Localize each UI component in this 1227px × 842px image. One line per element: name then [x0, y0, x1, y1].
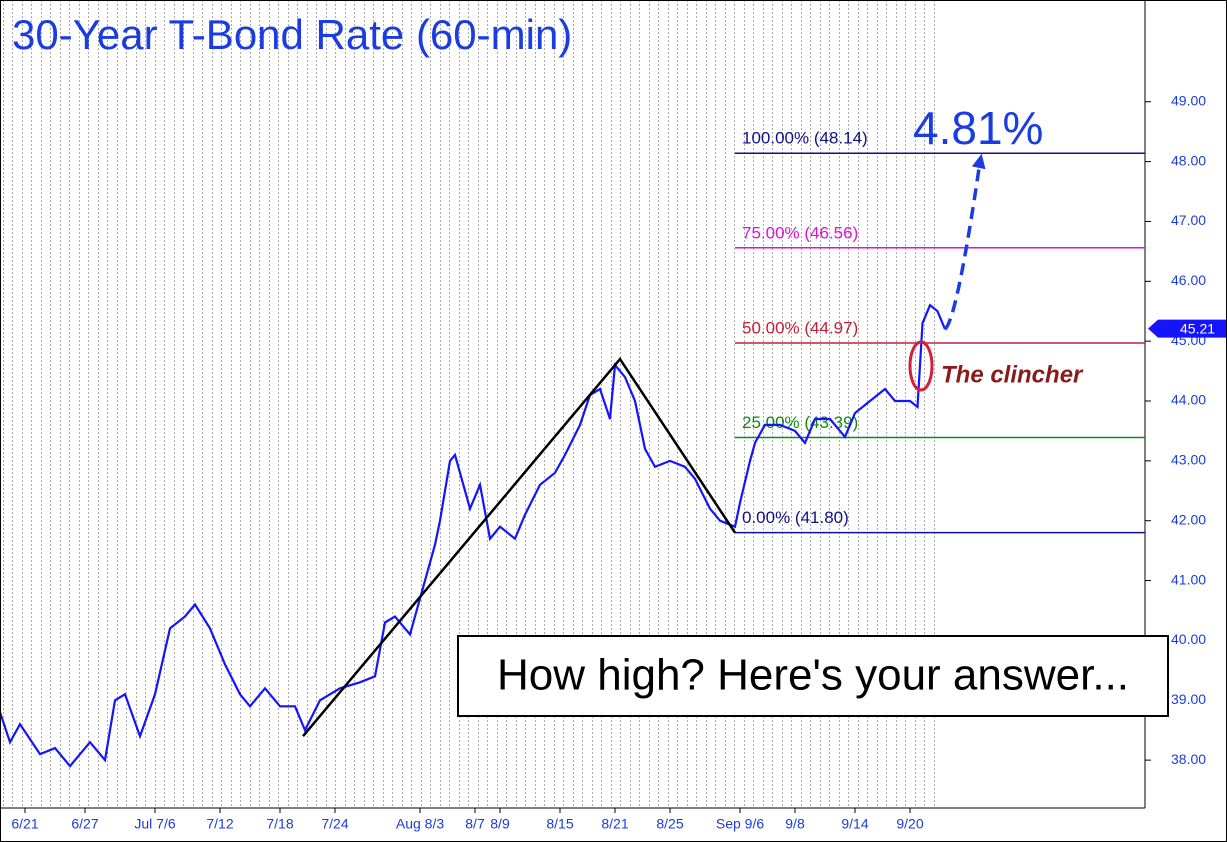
y-tick-label: 40.00: [1171, 631, 1206, 647]
last-value-tag: [1148, 319, 1227, 338]
y-tick-label: 44.00: [1171, 392, 1206, 408]
x-tick-label: 9/20: [896, 816, 923, 832]
x-tick-label: 9/8: [785, 816, 805, 832]
y-tick-label: 42.00: [1171, 511, 1206, 527]
x-tick-label: 7/12: [206, 816, 233, 832]
highlight-ellipse: [908, 340, 934, 392]
callout-box: [457, 635, 1169, 717]
fib-label: 100.00% (48.14): [742, 129, 868, 148]
zigzag: [302, 357, 737, 737]
rate-line: [0, 303, 947, 768]
x-tick-label: Sep 9/6: [716, 816, 764, 832]
y-tick-label: 49.00: [1171, 92, 1206, 108]
callout-text: How high? Here's your answer...: [497, 651, 1129, 700]
y-tick-label: 46.00: [1171, 272, 1206, 288]
fib-label: 25.00% (43.39): [742, 413, 858, 432]
clincher-label: The clincher: [941, 361, 1084, 388]
y-tick-label: 47.00: [1171, 212, 1206, 228]
projection-arrow: [943, 161, 982, 331]
target-label: 4.81%: [913, 102, 1043, 154]
x-tick-label: 7/18: [266, 816, 293, 832]
y-tick-label: 48.00: [1171, 152, 1206, 168]
x-tick-label: 9/14: [841, 816, 868, 832]
fib-label: 50.00% (44.97): [742, 318, 858, 337]
x-tick-label: 6/21: [11, 816, 38, 832]
x-tick-label: 8/15: [546, 816, 573, 832]
x-tick-label: 7/24: [321, 816, 348, 832]
y-tick-label: 38.00: [1171, 751, 1206, 767]
x-tick-label: 8/9: [490, 816, 510, 832]
x-tick-label: Aug 8/3: [396, 816, 444, 832]
y-tick-label: 39.00: [1171, 691, 1206, 707]
fib-label: 0.00% (41.80): [742, 508, 849, 527]
x-tick-label: Jul 7/6: [134, 816, 175, 832]
x-tick-label: 8/21: [601, 816, 628, 832]
plot: 38.0039.0040.0041.0042.0043.0044.0045.00…: [0, 92, 1227, 832]
x-tick-label: 6/27: [71, 816, 98, 832]
last-value-label: 45.21: [1180, 320, 1215, 336]
arrow-head: [971, 153, 986, 170]
x-tick-label: 8/25: [656, 816, 683, 832]
x-tick-label: 8/7: [465, 816, 485, 832]
y-tick-label: 41.00: [1171, 571, 1206, 587]
fib-label: 75.00% (46.56): [742, 223, 858, 242]
chart-title: 30-Year T-Bond Rate (60-min): [12, 11, 572, 58]
y-tick-label: 43.00: [1171, 452, 1206, 468]
